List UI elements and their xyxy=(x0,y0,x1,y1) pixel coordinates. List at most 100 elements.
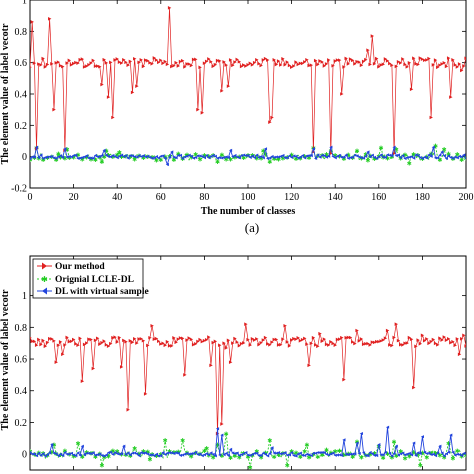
data-point xyxy=(440,150,444,154)
data-point xyxy=(235,451,239,455)
data-point xyxy=(69,155,74,159)
data-point xyxy=(115,452,119,456)
data-point xyxy=(181,156,185,161)
data-point xyxy=(311,335,316,340)
data-point xyxy=(388,61,392,66)
data-point xyxy=(422,338,427,343)
data-point xyxy=(200,111,205,115)
data-point xyxy=(150,323,154,328)
x-tick-label: 60 xyxy=(156,192,166,203)
data-point xyxy=(87,62,91,67)
data-point xyxy=(316,62,320,67)
data-point xyxy=(72,337,76,342)
y-tick-label: 0.8 xyxy=(15,27,28,38)
data-point xyxy=(281,337,285,341)
data-point xyxy=(89,61,93,65)
data-point xyxy=(233,451,237,456)
data-point: ✱ xyxy=(442,455,447,462)
data-point: ✱ xyxy=(102,154,107,161)
data-point xyxy=(348,155,353,160)
data-point: ✱ xyxy=(368,452,373,459)
data-point xyxy=(436,156,440,160)
data-point: ✱ xyxy=(80,454,85,461)
data-point xyxy=(95,155,100,159)
data-point xyxy=(163,156,167,160)
data-point xyxy=(117,60,122,64)
data-point xyxy=(383,155,387,160)
data-point xyxy=(457,62,462,66)
data-point xyxy=(228,360,233,365)
x-tick-label: 100 xyxy=(241,192,256,203)
data-point: ✱ xyxy=(254,155,259,162)
data-point xyxy=(351,58,355,63)
data-point xyxy=(416,153,420,158)
data-point xyxy=(148,453,152,457)
data-point xyxy=(98,64,102,69)
data-point xyxy=(41,56,45,61)
data-point xyxy=(207,335,211,339)
data-point: ✱ xyxy=(45,452,50,459)
data-point xyxy=(178,336,183,340)
data-point xyxy=(436,451,440,455)
data-point xyxy=(300,453,305,457)
data-point xyxy=(309,63,314,67)
data-point: ✱ xyxy=(202,153,207,160)
data-point xyxy=(198,337,202,342)
data-point xyxy=(446,450,451,454)
data-point xyxy=(191,57,196,62)
data-point xyxy=(381,62,385,67)
data-point: ✱ xyxy=(228,156,233,163)
data-point xyxy=(361,342,366,347)
x-tick-label: 200 xyxy=(459,192,474,203)
data-point xyxy=(183,65,187,69)
data-point xyxy=(444,338,449,342)
data-point xyxy=(226,84,231,88)
data-point xyxy=(385,153,390,157)
data-point xyxy=(159,454,163,458)
data-point xyxy=(333,59,337,63)
data-point: ✱ xyxy=(259,454,264,461)
data-point xyxy=(189,154,193,158)
data-point: ✱ xyxy=(45,155,50,162)
data-point xyxy=(109,155,113,159)
data-point xyxy=(159,342,163,346)
y-tick-label: 0.6 xyxy=(15,58,28,69)
data-point xyxy=(104,343,109,347)
data-point xyxy=(198,65,202,70)
data-point xyxy=(460,453,464,458)
data-point xyxy=(196,339,200,344)
data-point xyxy=(433,156,438,160)
data-point: ✱ xyxy=(49,449,54,456)
data-point xyxy=(224,63,228,67)
data-point xyxy=(420,333,425,338)
data-point xyxy=(91,58,96,63)
data-point xyxy=(370,34,375,38)
data-point xyxy=(272,451,276,455)
data-point: ✱ xyxy=(49,154,54,161)
data-point xyxy=(409,87,414,92)
data-point xyxy=(126,63,130,67)
data-point xyxy=(30,452,34,456)
data-point xyxy=(69,339,74,344)
data-point xyxy=(30,20,34,24)
data-point xyxy=(165,162,169,167)
data-point xyxy=(126,156,130,160)
data-point xyxy=(246,453,250,457)
data-point xyxy=(379,339,383,343)
data-point xyxy=(54,156,58,160)
data-point xyxy=(76,343,80,348)
data-point xyxy=(438,336,442,340)
data-point xyxy=(364,154,368,158)
data-point xyxy=(189,63,194,68)
data-point: ✱ xyxy=(459,157,464,164)
data-point xyxy=(276,59,281,63)
x-axis-label: The number of classes xyxy=(201,206,296,217)
data-point xyxy=(412,385,416,390)
data-point: ✱ xyxy=(163,437,168,444)
data-point xyxy=(372,453,377,457)
data-point xyxy=(285,340,290,344)
data-point xyxy=(359,156,363,160)
data-point xyxy=(189,337,194,342)
data-point: ✱ xyxy=(350,454,355,461)
data-point: ✱ xyxy=(180,437,185,444)
